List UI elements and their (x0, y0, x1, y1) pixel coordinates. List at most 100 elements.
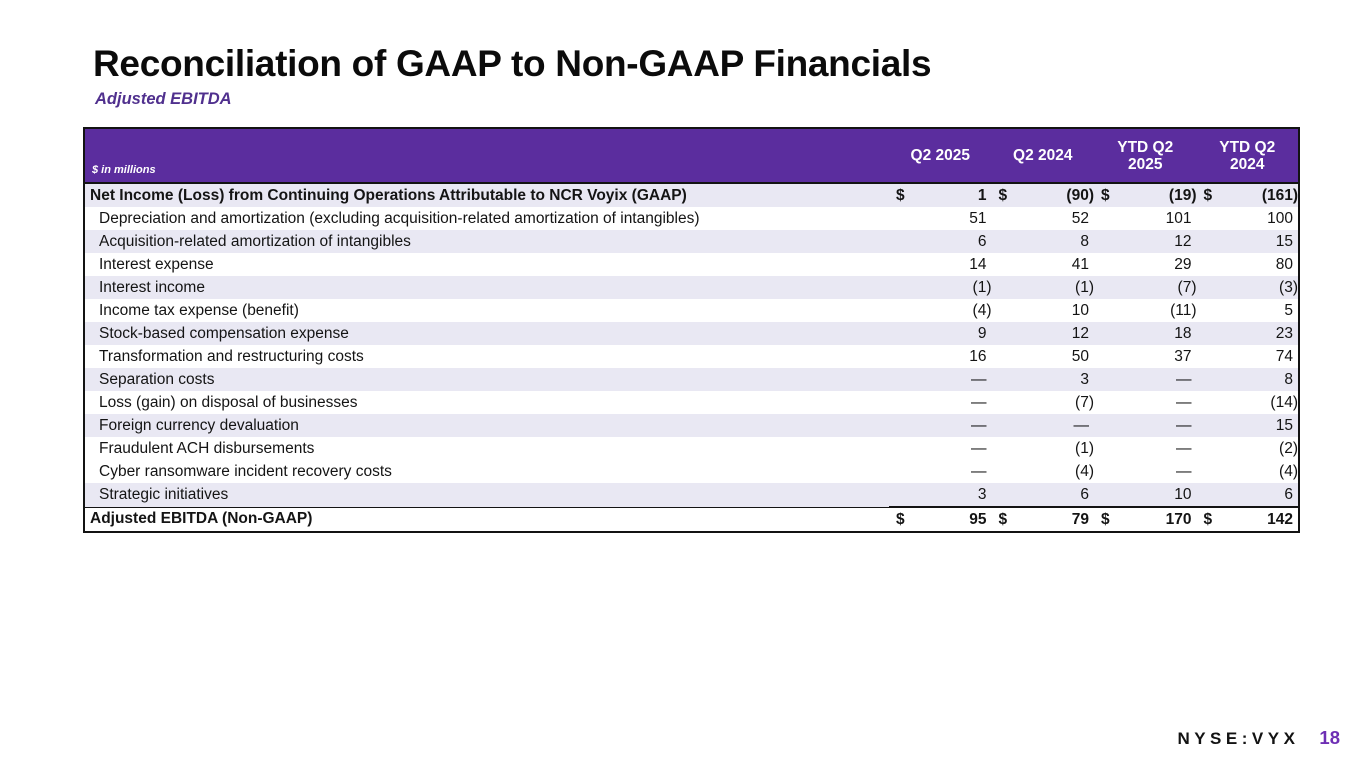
table-row-foreign-currency: Foreign currency devaluation — — — 15 (84, 414, 1299, 437)
value-cell: 101 (1094, 207, 1197, 230)
value-cell: — (1094, 391, 1197, 414)
cell-value: (4) (1279, 462, 1298, 480)
row-label: Cyber ransomware incident recovery costs (84, 460, 889, 483)
column-header-ytd-q2-2024: YTD Q2 2024 (1196, 128, 1299, 184)
value-cell: $142 (1196, 506, 1299, 532)
reconciliation-table-container: $ in millions Q2 2025 Q2 2024 YTD Q2 2025… (83, 127, 1300, 533)
table-row-depreciation: Depreciation and amortization (excluding… (84, 207, 1299, 230)
table-row-interest-income: Interest income (1) (1) (7) (3) (84, 276, 1299, 299)
value-cell: 100 (1196, 207, 1299, 230)
value-cell: 9 (889, 322, 992, 345)
value-cell: 6 (889, 230, 992, 253)
cell-value: 95 (969, 510, 987, 528)
row-label: Separation costs (84, 368, 889, 391)
column-header-q2-2025: Q2 2025 (889, 128, 992, 184)
value-cell: — (1094, 460, 1197, 483)
cell-value: (11) (1170, 301, 1197, 319)
cell-value: 6 (1080, 485, 1089, 503)
cell-value: 15 (1275, 232, 1293, 250)
dollar-sign: $ (896, 186, 905, 204)
row-label: Stock-based compensation expense (84, 322, 889, 345)
value-cell: 23 (1196, 322, 1299, 345)
cell-value: (1) (1075, 439, 1094, 457)
value-cell: (4) (889, 299, 992, 322)
cell-value: 50 (1071, 347, 1089, 365)
row-label: Depreciation and amortization (excluding… (84, 207, 889, 230)
cell-value: 3 (977, 485, 987, 503)
value-cell: (7) (1094, 276, 1197, 299)
row-label: Fraudulent ACH disbursements (84, 437, 889, 460)
cell-value: — (971, 439, 987, 457)
cell-value: 51 (969, 209, 987, 227)
cell-value: — (1073, 416, 1090, 434)
value-cell: (7) (991, 391, 1094, 414)
value-cell: — (889, 368, 992, 391)
cell-value: 14 (969, 255, 987, 273)
value-cell: $79 (991, 506, 1094, 532)
cell-value: (4) (972, 301, 992, 319)
cell-value: 16 (969, 347, 987, 365)
cell-value: 74 (1275, 347, 1293, 365)
cell-value: 15 (1275, 416, 1293, 434)
cell-value: 101 (1165, 209, 1192, 227)
cell-value: — (1176, 416, 1192, 434)
value-cell: — (991, 414, 1094, 437)
table-row-income-tax: Income tax expense (benefit) (4) 10 (11)… (84, 299, 1299, 322)
table-row-net-income-gaap: Net Income (Loss) from Continuing Operat… (84, 183, 1299, 207)
cell-value: 8 (1080, 232, 1089, 250)
value-cell: 6 (991, 483, 1094, 507)
row-label: Foreign currency devaluation (84, 414, 889, 437)
dollar-sign: $ (998, 510, 1008, 528)
cell-value: — (1176, 370, 1192, 388)
row-label: Strategic initiatives (84, 483, 889, 507)
ticker-label: NYSE:VYX (1177, 729, 1300, 748)
reconciliation-table: $ in millions Q2 2025 Q2 2024 YTD Q2 2025… (83, 127, 1300, 533)
cell-value: — (1176, 462, 1192, 480)
slide-footer: NYSE:VYX 18 (1177, 727, 1340, 749)
row-label: Transformation and restructuring costs (84, 345, 889, 368)
cell-value: (161) (1261, 186, 1298, 204)
row-label: Income tax expense (benefit) (84, 299, 889, 322)
value-cell: 74 (1196, 345, 1299, 368)
cell-value: 18 (1174, 324, 1192, 342)
value-cell: (4) (1196, 460, 1299, 483)
table-row-separation-costs: Separation costs — 3 — 8 (84, 368, 1299, 391)
cell-value: (90) (1066, 186, 1094, 204)
column-header-q2-2024: Q2 2024 (991, 128, 1094, 184)
table-row-cyber-ransomware: Cyber ransomware incident recovery costs… (84, 460, 1299, 483)
cell-value: 80 (1275, 255, 1293, 273)
value-cell: 3 (991, 368, 1094, 391)
cell-value: 6 (1284, 485, 1293, 503)
value-cell: 80 (1196, 253, 1299, 276)
cell-value: (14) (1270, 393, 1298, 411)
cell-value: (1) (972, 278, 992, 296)
cell-value: 12 (1071, 324, 1089, 342)
table-row-fraudulent-ach: Fraudulent ACH disbursements — (1) — (2) (84, 437, 1299, 460)
value-cell: 3 (889, 483, 992, 507)
table-row-acquisition-amortization: Acquisition-related amortization of inta… (84, 230, 1299, 253)
cell-value: 79 (1071, 510, 1089, 528)
value-cell: — (889, 391, 992, 414)
cell-value: 170 (1165, 510, 1192, 528)
slide-subtitle: Adjusted EBITDA (95, 90, 232, 108)
value-cell: (4) (991, 460, 1094, 483)
cell-value: — (971, 393, 987, 411)
cell-value: (4) (1075, 462, 1094, 480)
value-cell: 10 (1094, 483, 1197, 507)
cell-value: 23 (1275, 324, 1293, 342)
value-cell: (1) (991, 276, 1094, 299)
value-cell: 5 (1196, 299, 1299, 322)
table-header-row: $ in millions Q2 2025 Q2 2024 YTD Q2 2025… (84, 128, 1299, 184)
row-label: Net Income (Loss) from Continuing Operat… (84, 183, 889, 207)
value-cell: 16 (889, 345, 992, 368)
cell-value: 10 (1071, 301, 1089, 319)
value-cell: 52 (991, 207, 1094, 230)
cell-value: 10 (1174, 485, 1192, 503)
table-row-strategic-initiatives: Strategic initiatives 3 6 10 6 (84, 483, 1299, 507)
cell-value: — (971, 462, 987, 480)
value-cell: — (889, 414, 992, 437)
value-cell: (2) (1196, 437, 1299, 460)
value-cell: — (889, 437, 992, 460)
value-cell: 51 (889, 207, 992, 230)
value-cell: 12 (991, 322, 1094, 345)
